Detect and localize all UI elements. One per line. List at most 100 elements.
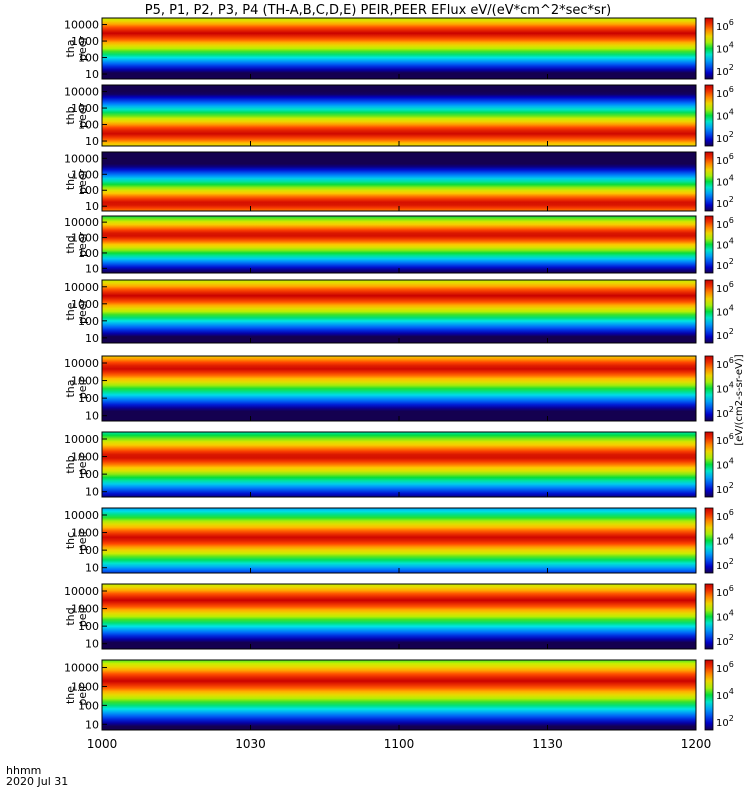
y-tick-label: 10 bbox=[85, 332, 99, 345]
colorbar-tick-label: 104 bbox=[716, 609, 734, 624]
colorbar-tick-label: 106 bbox=[716, 18, 734, 33]
y-tick-label: 10 bbox=[85, 486, 99, 499]
y-tick-label: 1000 bbox=[71, 35, 99, 48]
y-tick-label: 1000 bbox=[71, 298, 99, 311]
colorbar-tick-label: 104 bbox=[716, 533, 734, 548]
colorbar-tick-label: 106 bbox=[716, 280, 734, 295]
panel-probe-label: the bbox=[64, 686, 77, 704]
y-tick-label: 1000 bbox=[71, 232, 99, 245]
colorbar-tick-label: 104 bbox=[716, 304, 734, 319]
colorbar-tick-label: 106 bbox=[716, 584, 734, 599]
panel-probe-label: thd bbox=[64, 607, 77, 625]
y-tick-label: 10000 bbox=[64, 662, 99, 675]
y-tick-label: 10000 bbox=[64, 86, 99, 99]
y-tick-label: 10 bbox=[85, 638, 99, 651]
panel-probe-label: thc bbox=[64, 173, 77, 190]
colorbar bbox=[704, 431, 714, 498]
y-tick-label: 100 bbox=[78, 184, 99, 197]
y-tick-label: 10 bbox=[85, 562, 99, 575]
y-tick-label: 1000 bbox=[71, 680, 99, 693]
panel-probe-label: thb bbox=[64, 106, 77, 124]
colorbar-label: [eV/(cm2-s-sr-eV)] bbox=[734, 354, 745, 445]
colorbar-tick-label: 106 bbox=[716, 216, 734, 231]
spectrogram-image bbox=[101, 215, 697, 274]
spectrogram-image bbox=[101, 84, 697, 147]
y-tick-label: 100 bbox=[78, 119, 99, 132]
colorbar-tick-label: 102 bbox=[716, 130, 734, 145]
colorbar-tick-label: 106 bbox=[716, 660, 734, 675]
colorbar-tick-label: 104 bbox=[716, 174, 734, 189]
colorbar bbox=[704, 355, 714, 422]
y-tick-label: 10 bbox=[85, 410, 99, 423]
panel-species-label: peer bbox=[76, 232, 89, 258]
colorbar-tick-label: 102 bbox=[716, 557, 734, 572]
y-tick-label: 10000 bbox=[64, 357, 99, 370]
y-tick-label: 1000 bbox=[71, 451, 99, 464]
colorbar-tick-label: 106 bbox=[716, 432, 734, 447]
x-axis-label: hhmm bbox=[6, 764, 41, 777]
colorbar-tick-label: 102 bbox=[716, 405, 734, 420]
x-tick-label: 1130 bbox=[532, 737, 563, 751]
spectrogram-image bbox=[101, 583, 697, 650]
colorbar bbox=[704, 151, 714, 212]
panel-thb-peer: thb peer 10 100 1000 10000 102 104 106 bbox=[64, 84, 734, 148]
y-tick-label: 10000 bbox=[64, 281, 99, 294]
colorbar-tick-label: 102 bbox=[716, 195, 734, 210]
y-tick-label: 100 bbox=[78, 544, 99, 557]
y-tick-label: 10 bbox=[85, 200, 99, 213]
colorbar bbox=[704, 279, 714, 344]
x-tick-label: 1030 bbox=[235, 737, 266, 751]
panel-thd-peir: thd peir 10 100 1000 10000 102 104 106 bbox=[64, 583, 734, 651]
panel-probe-label: tha bbox=[64, 39, 77, 57]
colorbar-tick-label: 102 bbox=[716, 63, 734, 78]
colorbar-tick-label: 104 bbox=[716, 237, 734, 252]
y-tick-label: 1000 bbox=[71, 102, 99, 115]
y-tick-label: 1000 bbox=[71, 527, 99, 540]
colorbar-tick-label: 102 bbox=[716, 481, 734, 496]
panel-species-label: peer bbox=[76, 169, 89, 195]
colorbar-tick-label: 102 bbox=[716, 633, 734, 648]
x-axis-date: 2020 Jul 31 bbox=[6, 775, 68, 788]
colorbar-tick-label: 102 bbox=[716, 327, 734, 342]
colorbar-tick-label: 102 bbox=[716, 257, 734, 272]
spectrogram-image bbox=[101, 431, 697, 498]
panel-tha-peer: tha peer 10 100 1000 10000 102 104 106 bbox=[64, 17, 734, 81]
y-tick-label: 10000 bbox=[64, 19, 99, 32]
y-tick-label: 1000 bbox=[71, 168, 99, 181]
panel-probe-label: thb bbox=[64, 455, 77, 473]
y-tick-label: 1000 bbox=[71, 375, 99, 388]
spectrogram-image bbox=[101, 507, 697, 574]
y-tick-label: 100 bbox=[78, 468, 99, 481]
panel-probe-label: thd bbox=[64, 235, 77, 253]
panel-probe-label: thc bbox=[64, 532, 77, 549]
colorbar-tick-label: 104 bbox=[716, 108, 734, 123]
spectrogram-image bbox=[101, 151, 697, 212]
y-tick-label: 10 bbox=[85, 68, 99, 81]
y-tick-label: 100 bbox=[78, 699, 99, 712]
panel-thb-peir: thb peir 10 100 1000 10000 102 104 106 bbox=[64, 431, 734, 499]
colorbar-tick-label: 104 bbox=[716, 381, 734, 396]
x-tick-label: 1000 bbox=[87, 737, 118, 751]
panel-species-label: peir bbox=[76, 377, 89, 399]
y-tick-label: 10000 bbox=[64, 585, 99, 598]
panel-the-peir: the peir 10 100 1000 10000 102 104 106 bbox=[64, 659, 734, 731]
colorbar bbox=[704, 583, 714, 650]
panel-species-label: peer bbox=[76, 103, 89, 129]
spectrogram-image bbox=[101, 279, 697, 344]
y-tick-label: 10000 bbox=[64, 433, 99, 446]
colorbar-tick-label: 106 bbox=[716, 356, 734, 371]
y-tick-label: 100 bbox=[78, 247, 99, 260]
y-tick-label: 100 bbox=[78, 620, 99, 633]
panel-species-label: peer bbox=[76, 299, 89, 325]
colorbar-tick-label: 104 bbox=[716, 41, 734, 56]
colorbar-tick-label: 106 bbox=[716, 508, 734, 523]
colorbar bbox=[704, 84, 714, 147]
x-axis: hhmm 2020 Jul 31 1000 1030 1100 1130 1200 bbox=[6, 737, 711, 788]
colorbar bbox=[704, 215, 714, 274]
colorbar-tick-label: 106 bbox=[716, 85, 734, 100]
chart-title: P5, P1, P2, P3, P4 (TH-A,B,C,D,E) PEIR,P… bbox=[145, 3, 611, 18]
colorbar bbox=[704, 17, 714, 80]
